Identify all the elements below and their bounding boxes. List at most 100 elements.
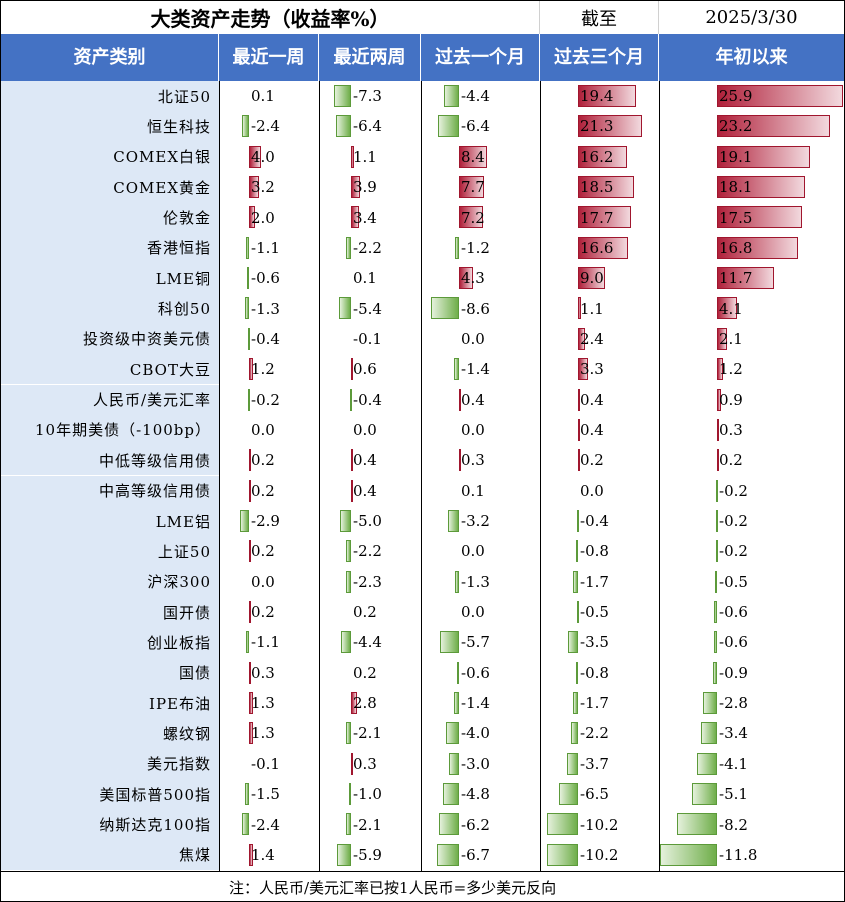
value-bar xyxy=(697,752,717,775)
value-label: 11.7 xyxy=(719,269,753,288)
value-bar xyxy=(351,479,353,502)
value-label: -5.9 xyxy=(353,845,382,864)
value-bar xyxy=(443,783,459,806)
asset-name: 人民币/美元汇率 xyxy=(1,384,219,415)
column-divider xyxy=(659,81,660,871)
value-bar xyxy=(578,449,580,472)
value-label: 4.0 xyxy=(251,147,275,166)
asset-name: 美元指数 xyxy=(1,748,219,779)
value-label: -5.1 xyxy=(719,785,748,804)
value-bar xyxy=(547,843,578,866)
value-label: -1.0 xyxy=(353,785,382,804)
asset-name: 上证50 xyxy=(1,536,219,567)
value-label: 0.4 xyxy=(580,420,604,439)
value-label: 0.3 xyxy=(719,420,743,439)
value-bar xyxy=(345,570,351,593)
asset-name: 科创50 xyxy=(1,293,219,324)
value-label: 2.8 xyxy=(353,694,377,713)
footnote-text: 注：人民币/美元汇率已按1人民币=多少美元反向 xyxy=(229,878,557,897)
value-bar xyxy=(245,297,249,320)
value-bar xyxy=(459,176,485,199)
value-label: 3.3 xyxy=(580,360,604,379)
value-bar xyxy=(241,115,249,138)
value-bar xyxy=(578,327,586,350)
table-row: COMEX白银 4.0 1.1 8.4 16.2 19.1 xyxy=(1,141,844,172)
value-label: -4.4 xyxy=(353,633,382,652)
table-row: 沪深300 0.0 -2.3 -1.3 -1.7 -0.5 xyxy=(1,566,844,597)
table-row: 中低等级信用债 0.2 0.4 0.3 0.2 0.2 xyxy=(1,445,844,476)
value-label: -3.7 xyxy=(580,754,609,773)
value-label: 0.4 xyxy=(461,390,485,409)
value-label: -0.4 xyxy=(353,390,382,409)
column-divider xyxy=(219,81,220,871)
value-label: 0.3 xyxy=(353,754,377,773)
value-label: -0.2 xyxy=(719,481,748,500)
value-bar xyxy=(578,236,628,259)
value-label: 16.8 xyxy=(719,238,753,257)
value-bar xyxy=(717,297,737,320)
value-bar xyxy=(346,722,351,745)
asset-name: 中低等级信用债 xyxy=(1,445,219,476)
value-bar xyxy=(348,783,351,806)
value-bar xyxy=(576,509,579,532)
value-bar xyxy=(578,176,634,199)
value-bar xyxy=(339,509,351,532)
value-label: 8.4 xyxy=(461,147,485,166)
value-label: -0.6 xyxy=(251,269,280,288)
asset-name: 伦敦金 xyxy=(1,202,219,233)
value-label: -1.1 xyxy=(251,238,280,257)
value-bar xyxy=(449,752,459,775)
value-bar xyxy=(717,115,830,138)
value-bar xyxy=(248,388,251,411)
value-label: -2.8 xyxy=(719,694,748,713)
value-label: -0.8 xyxy=(580,542,609,561)
table-row: 美国标普500指 -1.5 -1.0 -4.8 -6.5 -5.1 xyxy=(1,779,844,810)
value-label: 16.2 xyxy=(580,147,614,166)
value-label: 17.7 xyxy=(580,208,614,227)
value-bar xyxy=(454,570,459,593)
value-bar xyxy=(571,722,578,745)
value-label: -8.6 xyxy=(461,299,490,318)
value-label: 1.2 xyxy=(251,360,275,379)
asset-name: CBOT大豆 xyxy=(1,354,219,385)
table-row: 伦敦金 2.0 3.4 7.2 17.7 17.5 xyxy=(1,202,844,233)
value-bar xyxy=(444,85,459,107)
value-label: -11.8 xyxy=(719,845,758,864)
value-label: 3.9 xyxy=(353,178,377,197)
value-bar xyxy=(454,358,459,381)
value-bar xyxy=(717,145,810,168)
value-bar xyxy=(247,267,250,290)
value-bar xyxy=(714,600,717,623)
value-bar xyxy=(351,752,353,775)
value-bar xyxy=(436,843,459,866)
value-bar xyxy=(703,692,717,714)
asset-name: 恒生科技 xyxy=(1,111,219,142)
value-bar xyxy=(459,388,461,411)
value-bar xyxy=(717,85,843,107)
value-label: 1.3 xyxy=(251,694,275,713)
value-label: 0.1 xyxy=(251,87,275,106)
value-bar xyxy=(677,813,717,836)
value-bar xyxy=(240,509,249,532)
value-label: 0.4 xyxy=(580,390,604,409)
value-bar xyxy=(578,115,642,138)
value-bar xyxy=(346,813,351,836)
asset-name: 北证50 xyxy=(1,81,219,112)
value-label: -2.1 xyxy=(353,815,382,834)
value-label: -0.6 xyxy=(719,633,748,652)
value-bar xyxy=(249,206,255,229)
value-label: -3.5 xyxy=(580,633,609,652)
value-bar xyxy=(714,570,717,593)
value-bar xyxy=(244,783,249,806)
value-bar xyxy=(576,600,579,623)
value-bar xyxy=(430,297,459,320)
title-bar: 大类资产走势（收益率%） 截至 2025/3/30 xyxy=(1,1,844,34)
value-bar xyxy=(567,631,578,654)
value-bar xyxy=(455,236,459,259)
value-label: 0.0 xyxy=(461,420,485,439)
value-label: 0.0 xyxy=(251,420,275,439)
table-row: LME铝 -2.9 -5.0 -3.2 -0.4 -0.2 xyxy=(1,505,844,537)
value-bar xyxy=(351,145,354,168)
value-label: -2.1 xyxy=(353,724,382,743)
value-bar xyxy=(717,418,719,441)
